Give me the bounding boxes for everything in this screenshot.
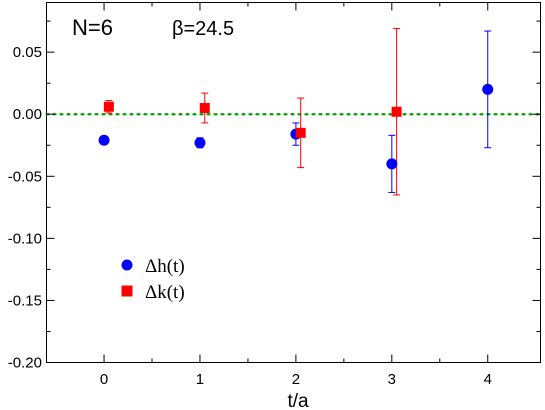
y-tick-label: -0.05	[8, 168, 42, 185]
data-point-dh	[194, 137, 206, 149]
legend-marker-dk	[121, 285, 133, 297]
x-tick-label: 0	[100, 371, 108, 388]
data-point-dk	[295, 127, 306, 138]
x-axis-title: t/a	[287, 391, 309, 410]
y-tick-label: 0.05	[13, 44, 42, 61]
data-point-dh	[98, 134, 110, 146]
legend-label-dh: Δh(t)	[145, 256, 185, 277]
data-point-dh	[482, 83, 494, 95]
legend-marker-dh	[121, 259, 133, 271]
y-tick-label: -0.20	[8, 355, 42, 372]
legend: Δh(t) Δk(t)	[121, 256, 185, 303]
annotation-n: N=6	[72, 15, 113, 40]
x-tick-label: 1	[196, 371, 204, 388]
data-point-dh	[386, 158, 398, 170]
data-point-dk	[391, 106, 402, 117]
x-tick-label: 4	[484, 371, 492, 388]
y-tick-label: 0.00	[13, 106, 42, 123]
plot-frame	[46, 2, 541, 363]
data-point-dk	[103, 101, 114, 112]
legend-label-dk: Δk(t)	[145, 282, 185, 303]
y-tick-label: -0.10	[8, 230, 42, 247]
annotation-beta: β=24.5	[172, 18, 234, 40]
y-tick-label: -0.15	[8, 292, 42, 309]
data-point-dk	[199, 103, 210, 114]
x-tick-label: 3	[388, 371, 396, 388]
x-tick-label: 2	[292, 371, 300, 388]
